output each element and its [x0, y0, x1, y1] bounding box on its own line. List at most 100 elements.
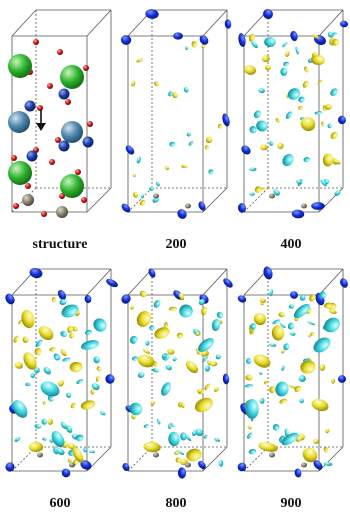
- panel-label-200: 200: [165, 237, 187, 252]
- panel-900: [237, 266, 348, 478]
- yellow-isosurface: [47, 418, 54, 425]
- yellow-isosurface: [70, 402, 76, 409]
- yellow-isosurface: [265, 64, 272, 71]
- cyan-isosurface: [91, 383, 100, 391]
- cyan-isosurface: [299, 294, 306, 301]
- blue-isosurface: [237, 203, 247, 213]
- cyan-isosurface: [307, 321, 315, 326]
- cyan-isosurface: [172, 357, 177, 362]
- cyan-isosurface: [269, 141, 274, 146]
- cyan-isosurface: [34, 367, 40, 374]
- yellow-isosurface: [167, 348, 175, 355]
- cyan-isosurface: [99, 411, 106, 416]
- cyan-isosurface: [152, 368, 160, 373]
- cyan-isosurface: [43, 366, 51, 375]
- cyan-isosurface: [162, 354, 167, 359]
- yellow-isosurface: [185, 360, 199, 374]
- blue-isosurface: [120, 35, 132, 45]
- cyan-isosurface: [59, 299, 67, 306]
- grey-atom: [56, 206, 68, 218]
- cyan-isosurface: [327, 123, 332, 129]
- yellow-isosurface: [330, 378, 336, 384]
- grey-isosurface: [153, 452, 159, 458]
- yellow-isosurface: [261, 55, 270, 63]
- cyan-isosurface: [334, 190, 341, 196]
- cyan-isosurface: [280, 322, 286, 329]
- yellow-isosurface: [263, 381, 270, 385]
- yellow-isosurface: [319, 363, 326, 371]
- cyan-isosurface: [88, 450, 95, 454]
- yellow-isosurface: [136, 311, 152, 327]
- yellow-isosurface: [164, 322, 169, 330]
- blue-isosurface: [121, 294, 131, 304]
- yellow-isosurface: [178, 293, 185, 301]
- grey-isosurface: [185, 203, 191, 209]
- yellow-isosurface: [60, 348, 67, 357]
- yellow-isosurface: [181, 402, 185, 409]
- cyan-isosurface: [155, 181, 160, 187]
- yellow-isosurface: [137, 354, 155, 368]
- box-edge: [127, 187, 153, 213]
- yellow-isosurface: [197, 388, 203, 394]
- cyan-isosurface: [272, 319, 281, 325]
- blue-isosurface: [80, 460, 92, 470]
- panel-600: [5, 267, 118, 478]
- cyan-isosurface: [140, 194, 144, 199]
- cyan-isosurface: [183, 86, 189, 93]
- yellow-isosurface: [313, 438, 319, 444]
- grey-isosurface: [301, 203, 307, 209]
- yellow-isosurface: [143, 441, 161, 453]
- yellow-isosurface: [172, 92, 178, 99]
- blue-isosurface: [105, 374, 115, 384]
- cyan-isosurface: [215, 354, 221, 360]
- yellow-isosurface: [194, 397, 214, 413]
- cyan-isosurface: [203, 434, 208, 439]
- cyan-isosurface: [93, 356, 100, 364]
- cyan-isosurface: [198, 299, 205, 306]
- panel-200: [120, 9, 232, 219]
- cyan-isosurface: [66, 392, 72, 398]
- cyan-isosurface: [268, 343, 277, 347]
- cyan-isosurface: [246, 358, 252, 364]
- yellow-isosurface: [13, 335, 19, 343]
- yellow-isosurface: [154, 81, 160, 87]
- cyan-isosurface: [249, 167, 257, 172]
- panel-label-800: 800: [165, 496, 187, 511]
- cyan-isosurface: [185, 46, 189, 50]
- blue-isosurface: [311, 202, 325, 210]
- cyan-isosurface: [75, 434, 84, 442]
- cyan-isosurface: [285, 111, 293, 119]
- grey-isosurface: [269, 452, 275, 458]
- grey-isosurface: [301, 462, 307, 468]
- yellow-isosurface: [201, 306, 208, 316]
- blue-isosurface: [84, 294, 92, 304]
- transition-metal-atom: [24, 100, 36, 112]
- cyan-isosurface: [272, 424, 280, 431]
- blue-isosurface: [294, 468, 302, 478]
- oxygen-atom: [81, 197, 87, 203]
- yellow-isosurface: [205, 136, 213, 144]
- oxygen-atom: [55, 137, 61, 143]
- cyan-isosurface: [275, 381, 289, 397]
- cyan-isosurface: [49, 439, 54, 443]
- yellow-isosurface: [307, 334, 311, 338]
- cyan-isosurface: [83, 447, 88, 453]
- yellow-isosurface: [176, 332, 184, 339]
- yellow-isosurface: [130, 305, 134, 310]
- yellow-isosurface: [139, 200, 146, 206]
- yellow-isosurface: [269, 386, 276, 394]
- cyan-isosurface: [298, 375, 306, 382]
- cyan-isosurface: [84, 329, 93, 335]
- cyan-isosurface: [93, 318, 107, 332]
- yellow-isosurface: [310, 332, 315, 336]
- yellow-isosurface: [311, 398, 329, 412]
- blue-isosurface: [173, 32, 183, 40]
- blue-isosurface: [241, 145, 251, 155]
- transition-metal-atom: [82, 136, 94, 148]
- cyan-isosurface: [42, 437, 47, 441]
- yellow-isosurface: [258, 442, 278, 452]
- cyan-isosurface: [198, 338, 214, 352]
- yellow-isosurface: [142, 348, 151, 354]
- blue-isosurface: [338, 115, 346, 125]
- box-edge: [202, 9, 228, 37]
